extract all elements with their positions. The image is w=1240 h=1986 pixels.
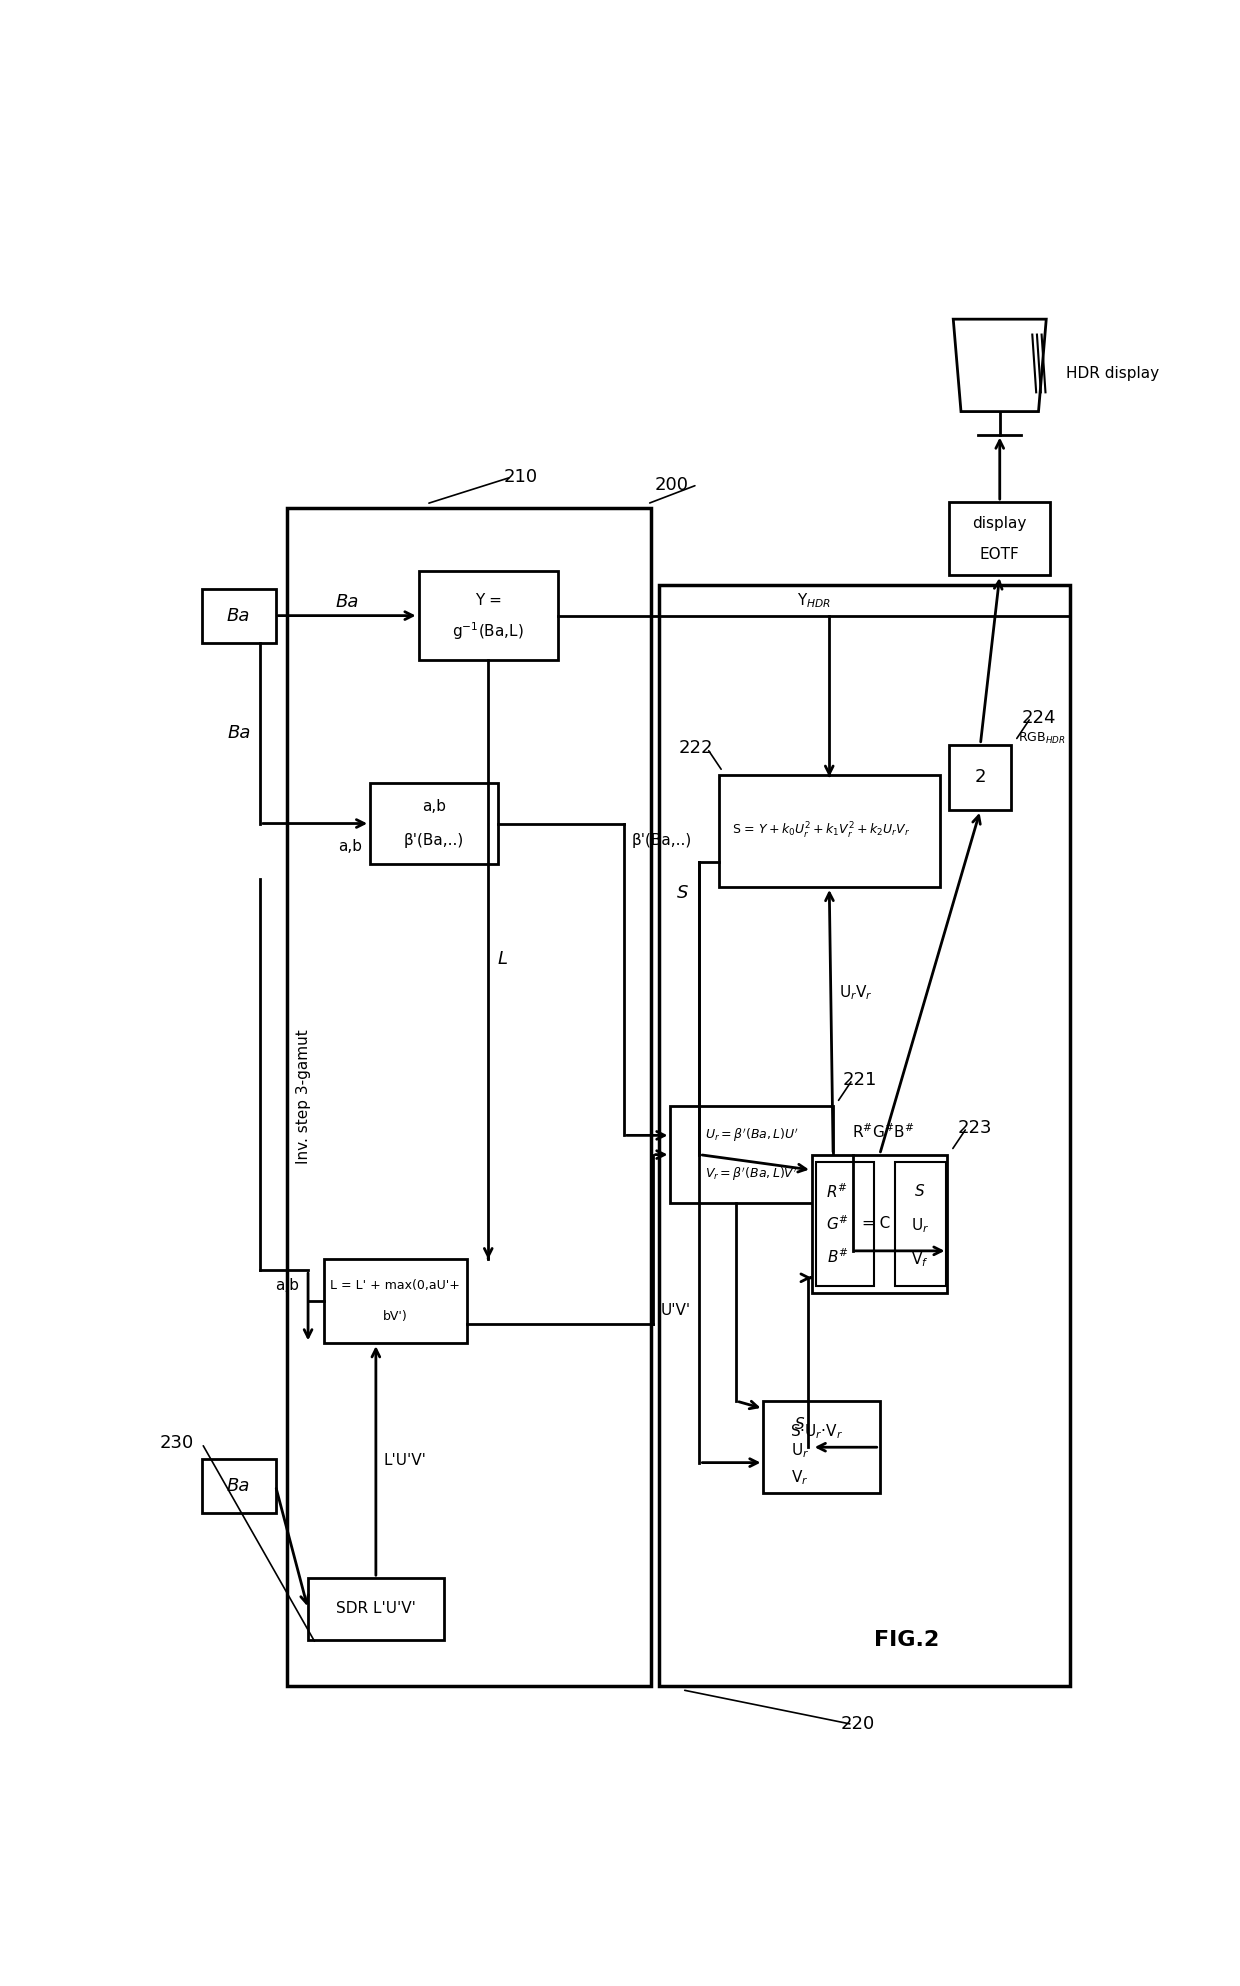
Text: V$_f$: V$_f$ (911, 1249, 929, 1269)
Text: a,b: a,b (422, 798, 446, 814)
Text: 222: 222 (678, 739, 713, 757)
Text: 230: 230 (160, 1434, 195, 1452)
Text: U$_r$: U$_r$ (791, 1442, 808, 1460)
Text: U'V': U'V' (660, 1303, 691, 1317)
Text: g$^{-1}$(Ba,L): g$^{-1}$(Ba,L) (453, 620, 525, 641)
Text: U$_r$V$_r$: U$_r$V$_r$ (839, 983, 873, 1003)
Text: Ba: Ba (227, 1478, 250, 1495)
Text: L: L (497, 949, 507, 969)
Bar (950, 502, 1050, 576)
Text: a,b: a,b (275, 1279, 299, 1293)
Text: $V_r = \beta'(Ba,L)V'$: $V_r = \beta'(Ba,L)V'$ (706, 1166, 799, 1182)
Text: S·U$_r$·V$_r$: S·U$_r$·V$_r$ (790, 1422, 843, 1442)
Text: U$_r$: U$_r$ (911, 1215, 929, 1235)
Text: 223: 223 (957, 1118, 992, 1136)
Text: Inv. step 3-gamut: Inv. step 3-gamut (296, 1029, 311, 1164)
Text: L'U'V': L'U'V' (383, 1454, 427, 1468)
Text: a,b: a,b (339, 840, 362, 854)
Text: SDR L'U'V': SDR L'U'V' (336, 1601, 415, 1617)
Bar (286, 508, 651, 1686)
Text: S: S (795, 1416, 805, 1432)
Text: Y$_{HDR}$: Y$_{HDR}$ (796, 592, 831, 610)
Text: $B^\#$: $B^\#$ (827, 1247, 848, 1265)
Text: L = L' + max(0,aU'+: L = L' + max(0,aU'+ (330, 1279, 460, 1293)
Bar (308, 1579, 444, 1640)
Bar (719, 775, 940, 888)
Text: β'(Ba,..): β'(Ba,..) (404, 832, 464, 848)
Bar (812, 1154, 947, 1293)
Text: Y =: Y = (475, 592, 502, 608)
Text: 220: 220 (841, 1716, 875, 1734)
Text: 224: 224 (1022, 709, 1055, 727)
Text: HDR display: HDR display (1065, 365, 1158, 381)
Text: S: S (677, 884, 688, 902)
Bar (671, 1106, 833, 1204)
Bar (895, 1162, 945, 1285)
Text: FIG.2: FIG.2 (874, 1631, 940, 1650)
Text: $R^\#$: $R^\#$ (827, 1182, 848, 1202)
Text: Ba: Ba (227, 725, 250, 743)
Text: 210: 210 (503, 469, 538, 487)
Bar (202, 588, 275, 643)
Bar (950, 745, 1012, 810)
Text: RGB$_{HDR}$: RGB$_{HDR}$ (1018, 731, 1065, 747)
Bar (658, 584, 1069, 1686)
Text: V$_r$: V$_r$ (791, 1470, 808, 1488)
Text: = C: = C (862, 1215, 890, 1231)
Text: bV'): bV') (383, 1311, 408, 1323)
Text: R$^\#$G$^\#$B$^\#$: R$^\#$G$^\#$B$^\#$ (852, 1122, 915, 1140)
Bar (370, 782, 498, 864)
Bar (816, 1162, 874, 1285)
Text: display: display (972, 516, 1027, 530)
Bar (324, 1259, 467, 1343)
Text: $G^\#$: $G^\#$ (826, 1215, 849, 1233)
Text: Ba: Ba (335, 592, 358, 612)
Bar (764, 1400, 879, 1493)
Text: 200: 200 (655, 477, 689, 495)
Text: β'(Ba,..): β'(Ba,..) (631, 832, 692, 848)
Text: S = $Y+k_0U_r^2 + k_1V_r^2 + k_2U_rV_r$: S = $Y+k_0U_r^2 + k_1V_r^2 + k_2U_rV_r$ (733, 820, 910, 842)
Bar (202, 1460, 275, 1513)
Bar (419, 572, 558, 659)
Text: Ba: Ba (227, 606, 250, 626)
Text: S: S (915, 1184, 925, 1200)
Text: 221: 221 (843, 1070, 878, 1088)
Text: $U_r = \beta'(Ba,L)U'$: $U_r = \beta'(Ba,L)U'$ (704, 1126, 799, 1144)
Text: EOTF: EOTF (980, 546, 1019, 562)
Text: 2: 2 (975, 769, 986, 786)
